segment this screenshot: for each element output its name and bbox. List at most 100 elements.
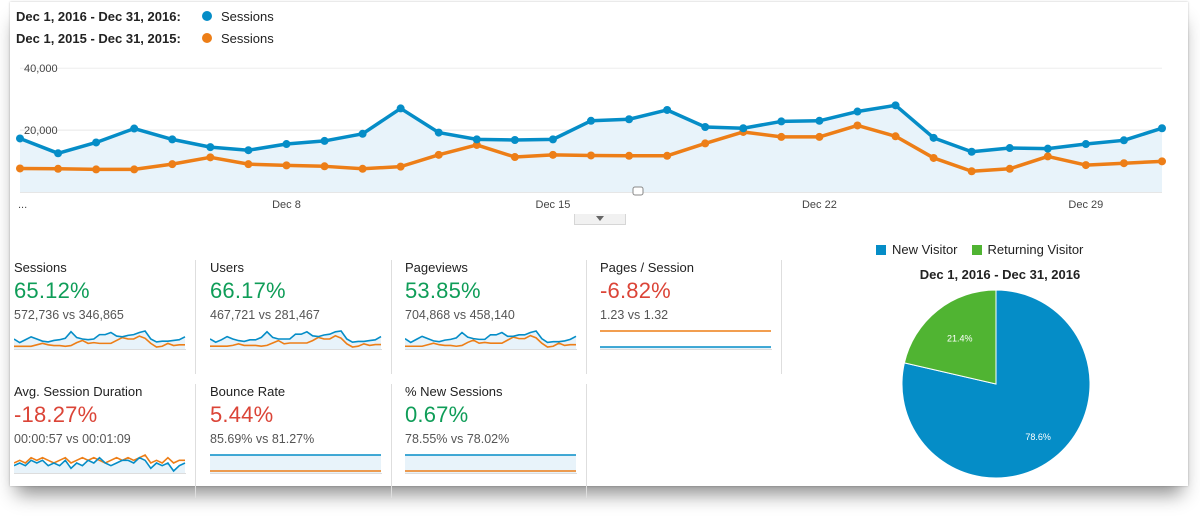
series-current-point[interactable] [206, 143, 215, 152]
series-previous-point[interactable] [1005, 164, 1014, 173]
series-previous-point[interactable] [548, 150, 557, 159]
series-previous-point[interactable] [244, 160, 253, 169]
metric-title: Avg. Session Duration [14, 384, 143, 399]
series-current-point[interactable] [548, 135, 557, 144]
series-previous-point[interactable] [625, 151, 634, 160]
metric-card[interactable]: Sessions 65.12% 572,736 vs 346,865 [10, 260, 196, 374]
collapse-chart-button[interactable] [574, 214, 626, 225]
series-previous-point[interactable] [206, 153, 215, 162]
series-previous-point[interactable] [967, 167, 976, 176]
series-current-point[interactable] [739, 124, 748, 133]
series-current-point[interactable] [587, 116, 595, 125]
series-current-point[interactable] [244, 146, 253, 155]
series-previous-point[interactable] [1158, 157, 1166, 166]
series-previous-point[interactable] [853, 121, 862, 130]
series-previous-point[interactable] [510, 153, 519, 162]
series-current-point[interactable] [358, 129, 367, 138]
series-previous-point[interactable] [663, 151, 672, 160]
series-current-point[interactable] [320, 136, 329, 145]
series-previous-point[interactable] [282, 161, 291, 170]
series-previous-point[interactable] [815, 132, 824, 141]
series-current-point[interactable] [396, 104, 405, 113]
series-previous-point[interactable] [396, 162, 405, 171]
series-previous-point[interactable] [587, 151, 595, 160]
x-tick-label: Dec 15 [536, 199, 571, 211]
legend-current: Dec 1, 2016 - Dec 31, 2016: Sessions [16, 6, 274, 26]
series-current-point[interactable] [16, 134, 24, 143]
metric-comparison: 467,721 vs 281,467 [210, 308, 320, 322]
pie-legend-returning-visitor[interactable]: Returning Visitor [971, 242, 1083, 257]
sparkline-current [210, 330, 382, 344]
series-previous-point[interactable] [168, 160, 177, 169]
series-current-point[interactable] [967, 147, 976, 156]
metric-card[interactable]: Bounce Rate 5.44% 85.69% vs 81.27% [206, 384, 392, 498]
metric-comparison: 1.23 vs 1.32 [600, 308, 669, 322]
annotation-icon[interactable] [632, 186, 644, 196]
series-current-point[interactable] [853, 107, 862, 116]
series-previous-point[interactable] [434, 150, 443, 159]
series-current-point[interactable] [891, 101, 900, 110]
pie-slice-label: 78.6% [1025, 432, 1051, 442]
sparkline-previous [14, 335, 185, 348]
series-previous-point[interactable] [472, 140, 481, 149]
analytics-panel: Dec 1, 2016 - Dec 31, 2016: Sessions Dec… [10, 2, 1188, 498]
series-previous-point[interactable] [92, 165, 101, 174]
series-current-point[interactable] [929, 133, 938, 142]
metric-title: % New Sessions [405, 384, 503, 399]
visitor-type-pie-chart[interactable]: 78.6% 21.4% [888, 284, 1104, 500]
series-current-point[interactable] [1158, 124, 1166, 133]
series-current-point[interactable] [1119, 136, 1128, 145]
series-current-point[interactable] [282, 140, 291, 149]
pie-title: Dec 1, 2016 - Dec 31, 2016 [919, 267, 1081, 282]
metric-card[interactable]: Users 66.17% 467,721 vs 281,467 [206, 260, 392, 374]
series-current-point[interactable] [510, 136, 519, 144]
pie-legend: New Visitor Returning Visitor [876, 242, 1097, 257]
series-previous-point[interactable] [1119, 159, 1128, 168]
series-previous-point[interactable] [1043, 152, 1052, 161]
series-current-point[interactable] [54, 149, 63, 158]
metric-card[interactable]: Avg. Session Duration -18.27% 00:00:57 vs … [10, 384, 196, 498]
sessions-area [20, 105, 1162, 192]
series-current-point[interactable] [1043, 144, 1052, 153]
legend-current-metric[interactable]: Sessions [221, 8, 274, 24]
metric-comparison: 85.69% vs 81.27% [210, 432, 315, 446]
series-current-point[interactable] [434, 128, 443, 137]
series-current-point[interactable] [168, 135, 177, 144]
sessions-line-chart[interactable]: 40,000 20,000... Dec 8 Dec 15 Dec 22 Dec 29 [10, 52, 1188, 214]
metric-change: -18.27% [14, 402, 98, 427]
sparkline-previous [210, 334, 381, 348]
series-previous-point[interactable] [130, 165, 139, 174]
x-tick-label: ... [18, 199, 27, 211]
metric-card[interactable]: Pages / Session -6.82% 1.23 vs 1.32 [596, 260, 782, 374]
sparkline-previous [14, 453, 185, 465]
sparkline-current [405, 330, 577, 344]
series-previous-point[interactable] [701, 139, 710, 148]
series-current-point[interactable] [777, 117, 786, 126]
series-current-point[interactable] [1005, 144, 1014, 153]
series-current-point[interactable] [701, 123, 710, 131]
series-previous-point[interactable] [929, 153, 938, 162]
pie-legend-new-visitor[interactable]: New Visitor [876, 242, 958, 257]
series-current-point[interactable] [625, 115, 634, 124]
x-tick-label: Dec 29 [1068, 199, 1103, 211]
series-previous-point[interactable] [358, 164, 367, 173]
series-previous-point[interactable] [54, 164, 63, 173]
series-current-point[interactable] [130, 124, 139, 133]
metric-card[interactable]: Pageviews 53.85% 704,868 vs 458,140 [401, 260, 587, 374]
series-previous-point[interactable] [777, 132, 786, 141]
series-previous-point[interactable] [16, 164, 24, 173]
series-previous-point[interactable] [1081, 161, 1090, 170]
pie-slice-returning-visitor[interactable] [903, 289, 997, 385]
legend-previous-metric[interactable]: Sessions [221, 30, 274, 46]
y-tick-label: 40,000 [24, 63, 58, 75]
series-current-point[interactable] [1081, 140, 1090, 149]
metric-card[interactable]: % New Sessions 0.67% 78.55% vs 78.02% [401, 384, 587, 498]
series-current-point[interactable] [663, 105, 672, 114]
series-previous-point[interactable] [320, 162, 329, 171]
series-current-point[interactable] [92, 138, 101, 147]
metric-sparkline [405, 330, 577, 350]
metric-sparkline [14, 453, 186, 474]
series-current-point[interactable] [472, 135, 481, 144]
series-current-point[interactable] [815, 116, 824, 125]
series-previous-point[interactable] [891, 132, 900, 141]
